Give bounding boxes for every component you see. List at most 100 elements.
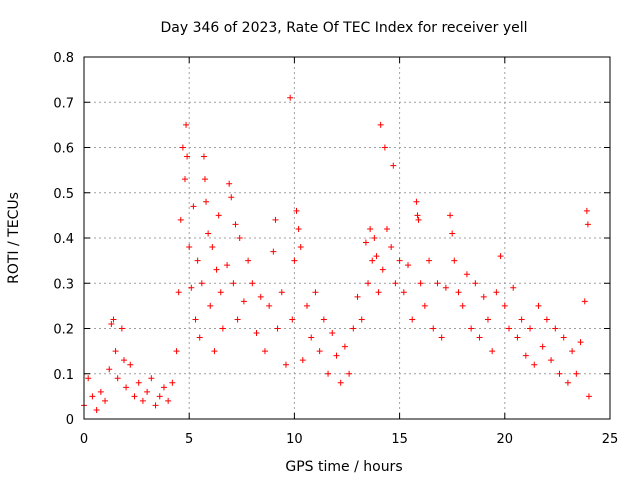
y-tick-label: 0.7 <box>53 96 74 111</box>
data-point <box>304 302 311 309</box>
data-point <box>266 302 273 309</box>
data-point <box>232 221 239 228</box>
data-point <box>320 316 327 323</box>
data-point <box>463 271 470 278</box>
data-point <box>245 257 252 264</box>
data-point <box>438 334 445 341</box>
data-point <box>312 289 319 296</box>
y-tick-label: 0.4 <box>53 232 74 247</box>
data-point <box>236 235 243 241</box>
data-point <box>89 393 96 400</box>
data-point <box>449 230 456 237</box>
data-point <box>148 375 155 382</box>
data-point <box>577 339 584 346</box>
data-point <box>381 144 388 151</box>
data-point <box>205 230 212 237</box>
gridlines <box>84 57 610 419</box>
y-tick-label: 0.2 <box>53 323 74 338</box>
data-point <box>539 343 546 350</box>
data-point <box>102 397 109 404</box>
data-point <box>493 289 500 296</box>
data-point <box>564 379 571 386</box>
data-point <box>175 289 182 296</box>
data-point <box>253 330 260 337</box>
data-point <box>333 352 340 359</box>
data-point <box>226 180 233 187</box>
data-point <box>442 284 449 291</box>
data-point <box>583 207 590 214</box>
data-point <box>472 280 479 287</box>
data-point <box>156 393 163 400</box>
data-point <box>316 348 323 355</box>
data-point <box>531 361 538 368</box>
data-point <box>110 316 117 323</box>
data-point <box>181 176 188 183</box>
data-point <box>160 384 167 391</box>
data-point <box>287 94 294 101</box>
y-tick-label: 0.5 <box>53 187 74 202</box>
data-point <box>375 289 382 296</box>
data-point <box>501 302 508 309</box>
data-point <box>430 325 437 332</box>
data-point <box>123 384 130 391</box>
data-point <box>367 225 374 232</box>
data-point <box>219 325 226 332</box>
data-point <box>299 357 306 364</box>
x-axis-ticks: 0 5 10 15 20 25 <box>80 57 618 447</box>
data-point <box>405 262 412 269</box>
data-point <box>522 352 529 359</box>
data-point <box>207 302 214 309</box>
data-point <box>291 257 298 264</box>
data-point <box>257 293 264 300</box>
data-point <box>114 375 121 382</box>
data-point <box>183 121 190 128</box>
data-point <box>434 280 441 287</box>
data-point <box>106 366 113 373</box>
data-point <box>468 325 475 332</box>
data-point <box>377 121 384 128</box>
data-point <box>373 253 380 260</box>
data-point <box>417 280 424 287</box>
data-point <box>165 397 172 404</box>
x-tick-label: 10 <box>286 432 303 447</box>
data-point <box>365 280 372 287</box>
data-point <box>510 284 517 291</box>
data-point <box>186 244 193 251</box>
data-point <box>282 361 289 368</box>
data-point <box>234 316 241 323</box>
data-point <box>215 212 222 219</box>
data-point <box>192 316 199 323</box>
data-point <box>177 216 184 223</box>
data-point <box>308 334 315 341</box>
data-point <box>476 334 483 341</box>
data-point <box>480 293 487 300</box>
data-point <box>484 316 491 323</box>
data-point <box>354 293 361 300</box>
data-point <box>228 194 235 201</box>
data-point <box>329 330 336 337</box>
data-point <box>196 334 203 341</box>
data-point <box>274 325 281 332</box>
data-point <box>293 207 300 214</box>
data-point <box>350 325 357 332</box>
data-point <box>371 235 378 241</box>
data-point <box>108 320 115 327</box>
data-point <box>325 370 332 377</box>
data-point <box>379 266 386 273</box>
plot-area-frame <box>83 56 611 420</box>
data-point <box>188 284 195 291</box>
data-point <box>358 316 365 323</box>
data-point <box>249 280 256 287</box>
data-point <box>93 406 100 413</box>
data-point <box>527 325 534 332</box>
data-point <box>297 244 304 251</box>
data-point <box>390 162 397 169</box>
data-point <box>230 280 237 287</box>
data-point <box>135 379 142 386</box>
data-points <box>81 94 592 413</box>
y-tick-label: 0.6 <box>53 142 74 157</box>
data-point <box>346 370 353 377</box>
data-point <box>272 216 279 223</box>
x-tick-label: 5 <box>185 432 193 447</box>
data-point <box>506 325 513 332</box>
